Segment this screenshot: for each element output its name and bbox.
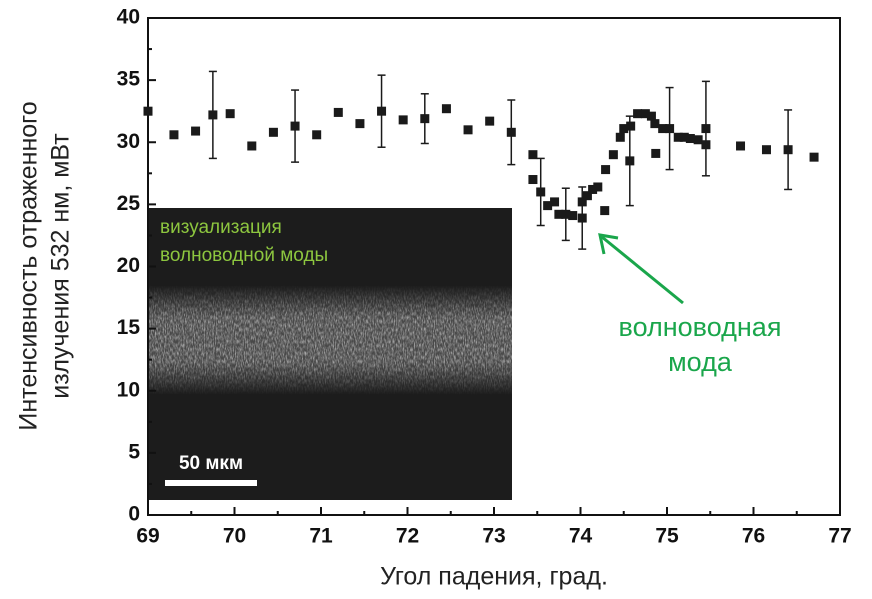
data-point: [679, 132, 689, 142]
data-point: [377, 106, 387, 116]
data-point: [685, 134, 695, 144]
data-point: [651, 148, 661, 158]
data-point: [736, 141, 746, 151]
data-point: [463, 125, 473, 135]
data-point: [398, 115, 408, 125]
data-point: [333, 107, 343, 117]
inset-image: [148, 208, 512, 500]
x-tick-label: 75: [655, 525, 679, 548]
data-point: [601, 165, 611, 175]
x-tick-label: 73: [482, 525, 505, 548]
annotation: мода: [668, 347, 733, 377]
data-point: [143, 106, 153, 116]
data-point: [582, 191, 592, 201]
data-point: [561, 209, 571, 219]
data-point: [577, 197, 587, 207]
data-point: [761, 145, 771, 155]
x-tick-label: 76: [742, 525, 765, 548]
x-tick-label: 74: [569, 525, 593, 548]
data-point: [600, 206, 610, 216]
y-tick-label: 5: [128, 440, 140, 463]
x-tick-label: 77: [828, 525, 851, 548]
y-axis-label: Интенсивность отраженного: [15, 101, 43, 430]
inset-caption: визуализация: [160, 217, 282, 238]
scale-bar: [165, 480, 257, 486]
data-point: [290, 121, 300, 131]
data-point: [783, 145, 793, 155]
data-point: [665, 124, 675, 134]
y-tick-label: 15: [117, 316, 141, 339]
data-point: [593, 182, 603, 192]
data-point: [646, 111, 656, 121]
data-point: [693, 135, 703, 145]
data-point: [441, 104, 451, 114]
data-point: [615, 132, 625, 142]
data-point: [809, 152, 819, 162]
x-axis-label: Угол падения, град.: [380, 563, 608, 591]
annotation-arrow: [598, 233, 684, 305]
data-point: [247, 141, 257, 151]
data-point: [619, 124, 629, 134]
inset-caption: волноводной моды: [160, 245, 328, 266]
data-point: [312, 130, 322, 140]
data-point: [550, 197, 560, 207]
data-point: [608, 150, 618, 160]
data-point: [588, 184, 598, 194]
x-tick-label: 71: [309, 525, 333, 548]
data-point: [169, 130, 179, 140]
data-point: [536, 187, 546, 197]
data-point: [191, 126, 201, 136]
data-point: [543, 201, 553, 211]
data-point: [640, 109, 650, 119]
data-point: [506, 127, 516, 137]
data-point: [625, 156, 635, 166]
scale-bar-label: 50 мкм: [179, 453, 243, 474]
data-point: [633, 109, 643, 119]
data-point: [268, 127, 278, 137]
y-axis-label: излучения 532 нм, мВт: [47, 133, 75, 399]
data-point: [528, 150, 538, 160]
x-tick-label: 70: [223, 525, 246, 548]
y-tick-label: 10: [117, 378, 140, 401]
annotation: волноводная: [619, 312, 782, 342]
data-point: [701, 124, 711, 134]
data-point: [528, 175, 538, 185]
data-point: [658, 124, 668, 134]
y-tick-label: 30: [117, 130, 140, 153]
data-point: [208, 110, 218, 120]
data-point: [485, 116, 495, 126]
y-tick-label: 40: [117, 6, 140, 29]
data-point: [577, 213, 587, 223]
y-tick-label: 20: [117, 254, 140, 277]
data-point: [626, 121, 636, 131]
data-point: [554, 209, 564, 219]
x-tick-label: 72: [396, 525, 419, 548]
data-point: [420, 114, 430, 124]
data-point: [568, 211, 578, 221]
y-tick-label: 0: [128, 503, 140, 526]
data-point: [225, 109, 235, 119]
y-tick-label: 35: [117, 68, 141, 91]
data-point: [673, 132, 683, 142]
data-point: [650, 119, 660, 129]
x-tick-label: 69: [136, 525, 159, 548]
data-point: [355, 119, 365, 129]
y-tick-label: 25: [117, 192, 141, 215]
